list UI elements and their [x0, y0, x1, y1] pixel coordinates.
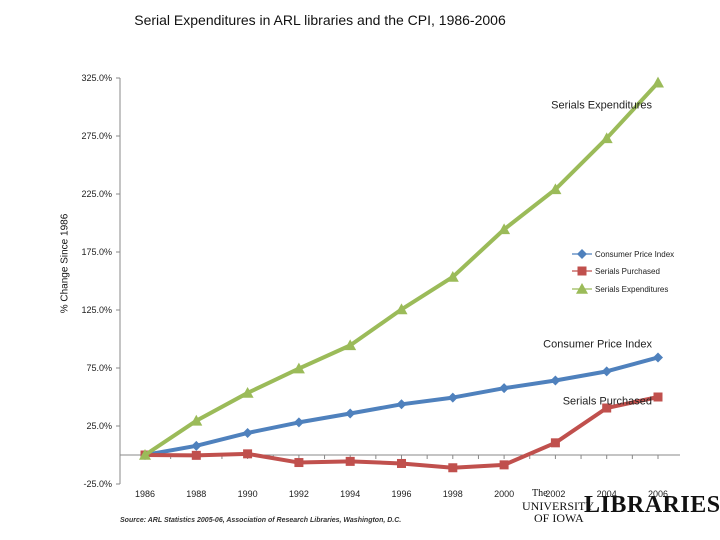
serials-expenditures-point [344, 339, 357, 351]
serials-purchased-point [653, 392, 663, 402]
annotation-label: Serials Expenditures [551, 100, 652, 112]
consumer-price-index-point [242, 427, 253, 438]
serials-purchased-point [499, 460, 509, 470]
x-tick-label: 2000 [494, 489, 514, 499]
serials-expenditures-point [190, 414, 203, 426]
series-lines [139, 76, 664, 473]
consumer-price-index-point [499, 383, 510, 394]
x-tick-label: 1996 [391, 489, 411, 499]
consumer-price-index-point [345, 408, 356, 419]
serials-purchased-point [550, 438, 560, 448]
logo-libraries: LIBRARIES [584, 492, 720, 518]
serials-expenditures-point [549, 183, 562, 195]
y-tick-label: 75.0% [86, 363, 112, 373]
y-tick-label: 275.0% [81, 131, 112, 141]
legend-label-serials-expenditures: Serials Expenditures [595, 285, 668, 294]
legend-label-serials-purchased: Serials Purchased [595, 267, 660, 276]
x-tick-label: 1994 [340, 489, 360, 499]
serials-expenditures-point [292, 362, 305, 374]
x-tick-label: 1988 [186, 489, 206, 499]
consumer-price-index-point [653, 352, 663, 363]
legend-marker-consumer-price-index [577, 249, 587, 259]
serials-expenditures-point [498, 223, 511, 235]
annotations: Serials Expenditures Consumer Price Index… [543, 100, 652, 408]
y-tick-labels: -25.0% 25.0% 75.0% 125.0% 175.0% 225.0% 275.0%… [81, 73, 112, 489]
consumer-price-index-point [550, 375, 561, 386]
chart-title: Serial Expenditures in ARL libraries and… [134, 12, 506, 28]
serials-purchased-point [345, 456, 355, 466]
legend-label-consumer-price-index: Consumer Price Index [595, 250, 674, 259]
annotation-label: Consumer Price Index [543, 339, 652, 351]
serials-expenditures-point [241, 386, 254, 398]
x-tick-label: 1986 [135, 489, 155, 499]
x-tick-label: 1992 [289, 489, 309, 499]
x-tick-label: 2006 [648, 489, 668, 499]
y-tick-label: 325.0% [81, 73, 112, 83]
legend-marker-serials-purchased [577, 266, 587, 276]
serials-expenditures-point [652, 76, 664, 88]
source-note: Source: ARL Statistics 2005-06, Associat… [120, 517, 402, 524]
x-tick-label: 2002 [545, 489, 565, 499]
serials-purchased-point [294, 458, 304, 468]
consumer-price-index-point [396, 399, 407, 410]
x-tick-label: 1990 [238, 489, 258, 499]
serials-purchased-point [243, 449, 253, 459]
consumer-price-index-point [601, 366, 612, 377]
serials-expenditures-point [446, 270, 459, 282]
x-tick-label: 1998 [443, 489, 463, 499]
consumer-price-index-point [191, 440, 202, 451]
x-tick-labels: 1986 1988 1990 1992 1994 1996 1998 2000 2002 2004… [135, 489, 668, 499]
serials-purchased-point [448, 463, 458, 473]
serials-purchased-point [191, 450, 201, 460]
logo-university: UNIVERSITY [522, 499, 594, 513]
y-tick-label: 25.0% [86, 421, 112, 431]
y-tick-label: 175.0% [81, 247, 112, 257]
y-tick-label: 125.0% [81, 305, 112, 315]
university-of-iowa-libraries-logo: The UNIVERSITY OF IOWA LIBRARIES [522, 484, 720, 528]
serials-expenditures-point [139, 449, 151, 460]
serials-purchased-point [397, 458, 406, 468]
legend: Consumer Price Index Serials Purchased Ser… [572, 249, 674, 294]
legend-marker-serials-expenditures [576, 283, 588, 294]
annotation-label: Serials Purchased [563, 395, 652, 407]
logo-the: The [532, 488, 548, 499]
logo-of-iowa: OF IOWA [534, 511, 584, 525]
consumer-price-index-point [447, 392, 458, 403]
serials-expenditures-point [600, 132, 613, 144]
serials-purchased-point [602, 403, 612, 413]
x-tick-label: 2004 [597, 489, 617, 499]
serials-expenditures-point [395, 303, 408, 315]
y-tick-label: 225.0% [81, 189, 112, 199]
y-tick-label: -25.0% [83, 479, 112, 489]
consumer-price-index-point [293, 417, 304, 428]
